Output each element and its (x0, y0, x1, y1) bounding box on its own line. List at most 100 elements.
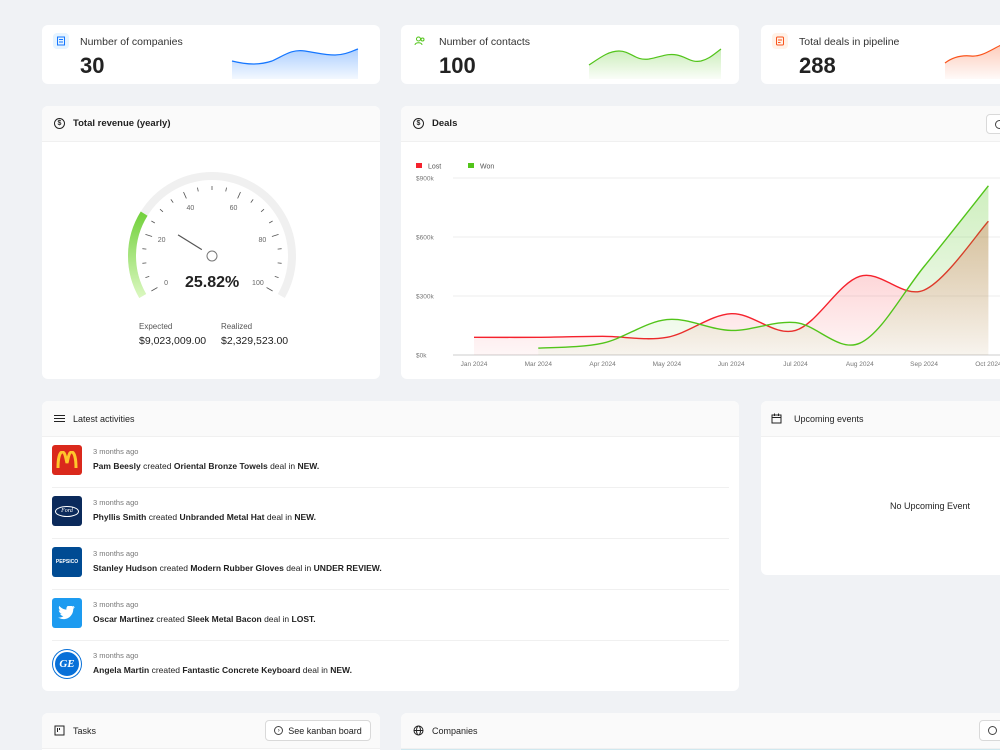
card-header: $ Total revenue (yearly) (42, 106, 380, 142)
gauge-tick (250, 199, 254, 203)
contacts-sparkline (588, 48, 722, 79)
deals-more-button[interactable] (986, 114, 1000, 134)
arrow-right-circle-icon: › (274, 726, 284, 735)
project-icon (54, 725, 65, 736)
card-title: Upcoming events (794, 413, 864, 424)
deals-chart: Lost Won $0k $300k $600k $900k Jan 2024 Mar 202… (416, 163, 1000, 368)
gauge-tick-label: 20 (158, 237, 166, 244)
team-icon (412, 33, 428, 49)
kpi-value: 288 (799, 53, 836, 78)
activity-item: 3 months ago Oscar Martinez created Slee… (52, 590, 729, 641)
circle-arrow-icon (994, 119, 1000, 129)
arrow-right-circle-icon (987, 726, 997, 735)
gauge-tick (159, 208, 164, 213)
activity-time: 3 months ago (93, 447, 139, 456)
x-tick-label: Jul 2024 (783, 361, 808, 368)
activity-item: Ford 3 months ago Phyllis Smith created … (52, 488, 729, 539)
activity-time: 3 months ago (93, 600, 139, 609)
activity-verb: created (159, 563, 188, 573)
x-tick-label: Oct 2024 (975, 361, 1000, 368)
legend-swatch (468, 163, 474, 168)
activity-user[interactable]: Angela Martin (93, 665, 150, 675)
companies-more-button[interactable] (979, 720, 1000, 741)
activity-mid: deal in (286, 563, 312, 573)
deals-card: $ Deals Lost Won $0k $300k $600k $900k Jan 202… (401, 106, 1000, 379)
activity-stage: UNDER REVIEW. (313, 563, 382, 573)
gauge-tick (183, 191, 187, 199)
card-header: Companies (401, 713, 1000, 749)
events-empty-text: No Upcoming Event (890, 501, 971, 511)
kpi-card-companies: Number of companies 30 (42, 25, 380, 84)
gauge-tick-label: 40 (187, 205, 195, 212)
realized-value: $2,329,523.00 (221, 335, 289, 347)
audit-icon (772, 33, 788, 49)
activity-stage: NEW. (297, 461, 320, 471)
x-tick-label: Mar 2024 (525, 361, 553, 368)
gauge-tick (268, 220, 273, 224)
activity-deal[interactable]: Modern Rubber Gloves (190, 563, 284, 573)
activity-user[interactable]: Oscar Martinez (93, 614, 154, 624)
tasks-card: Tasks › See kanban board (42, 713, 380, 750)
y-tick-label: $900k (416, 176, 434, 183)
gauge-tick-label: 80 (259, 237, 267, 244)
card-title: Latest activities (73, 413, 135, 424)
activity-deal[interactable]: Oriental Bronze Towels (173, 461, 268, 471)
activity-deal[interactable]: Unbranded Metal Hat (179, 512, 265, 522)
activity-user[interactable]: Stanley Hudson (93, 563, 158, 573)
unordered-list-icon (54, 414, 65, 423)
revenue-gauge: 0 20 40 60 80 100 (128, 172, 296, 298)
activity-verb: created (156, 614, 185, 624)
activity-verb: created (143, 461, 172, 471)
button-label: See kanban board (288, 725, 362, 736)
y-tick-label: $600k (416, 235, 434, 242)
kpi-card-contacts: Number of contacts 100 (401, 25, 739, 84)
activity-time: 3 months ago (93, 651, 139, 660)
card-title: Deals (432, 118, 458, 129)
gauge-tick-label: 100 (252, 280, 264, 287)
gauge-tick (260, 208, 265, 213)
globe-icon (413, 725, 424, 736)
gauge-tick (170, 199, 174, 203)
activity-deal[interactable]: Sleek Metal Bacon (187, 614, 262, 624)
card-header: $ Deals (401, 106, 1000, 142)
expected-label: Expected (139, 322, 173, 331)
kpi-label: Number of companies (80, 36, 183, 48)
gauge-tick (225, 187, 227, 192)
dollar-icon: $ (54, 118, 65, 129)
gauge-tick (271, 233, 279, 237)
activity-verb: created (148, 512, 178, 522)
activity-text: Oscar Martinez created Sleek Metal Bacon… (93, 614, 316, 624)
activity-mid: deal in (270, 461, 296, 471)
gauge-hub (206, 250, 218, 262)
activity-mid: deal in (264, 614, 290, 624)
activity-time: 3 months ago (93, 549, 139, 558)
activity-item: GE 3 months ago Angela Martin created Fa… (52, 641, 729, 691)
activity-user[interactable]: Pam Beesly (93, 461, 141, 471)
series-area-lost (474, 221, 989, 355)
gauge-tick (151, 220, 156, 224)
activity-verb: created (151, 665, 180, 675)
card-title: Companies (432, 725, 478, 736)
ge-logo: GE (52, 649, 82, 679)
twitter-logo (52, 598, 82, 628)
activity-text: Stanley Hudson created Modern Rubber Glo… (93, 563, 382, 573)
dollar-icon: $ (413, 118, 424, 129)
mcdonalds-logo (52, 445, 82, 475)
gauge-tick (151, 287, 158, 292)
gauge-tick (237, 191, 241, 199)
activity-user[interactable]: Phyllis Smith (93, 512, 147, 522)
activity-text: Angela Martin created Fantastic Concrete… (93, 665, 352, 675)
activity-stage: LOST. (291, 614, 316, 624)
card-title: Tasks (73, 725, 97, 736)
activity-deal[interactable]: Fantastic Concrete Keyboard (182, 665, 301, 675)
companies-card: Companies (401, 713, 1000, 750)
activity-text: Pam Beesly created Oriental Bronze Towel… (93, 461, 319, 471)
gauge-tick-label: 60 (230, 205, 238, 212)
activity-stage: NEW. (294, 512, 317, 522)
activity-item: 3 months ago Pam Beesly created Oriental… (52, 437, 729, 488)
activity-mid: deal in (266, 512, 292, 522)
see-kanban-board-button[interactable]: › See kanban board (265, 720, 371, 741)
kpi-label: Number of contacts (439, 36, 531, 48)
companies-sparkline (231, 48, 359, 79)
legend-label: Won (480, 164, 494, 171)
